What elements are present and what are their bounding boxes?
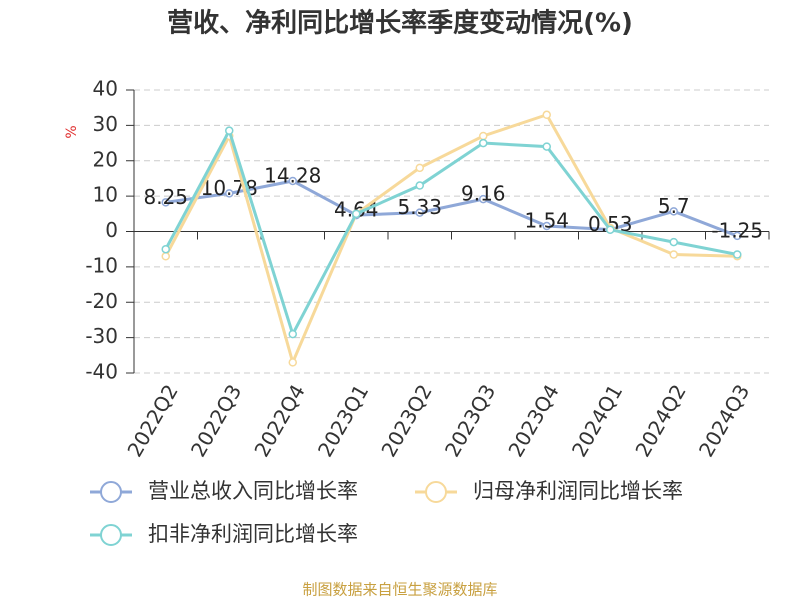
- data-point: [288, 358, 297, 367]
- data-point: [479, 194, 488, 204]
- legend-label: 归母净利润同比增长率: [473, 479, 683, 503]
- data-point: [161, 252, 170, 261]
- source-note: 制图数据来自恒生聚源数据库: [302, 581, 497, 599]
- y-tick-label: 30: [93, 112, 118, 136]
- data-point: [669, 250, 678, 259]
- y-tick-label: -10: [85, 253, 118, 277]
- data-label: 5.7: [658, 194, 690, 218]
- y-tick-label: 20: [93, 147, 118, 171]
- data-label: 9.16: [461, 182, 506, 206]
- data-point: [479, 131, 488, 141]
- x-tick-label: 2023Q2: [376, 380, 436, 461]
- data-point: [225, 126, 234, 135]
- x-tick-label: 2022Q3: [186, 380, 246, 461]
- data-point: [225, 189, 234, 198]
- x-tick-label: 2023Q1: [313, 380, 373, 461]
- data-point: [352, 209, 361, 219]
- y-tick-label: 40: [93, 77, 118, 101]
- data-point: [288, 329, 297, 339]
- data-point: [415, 163, 424, 173]
- data-point: [415, 181, 424, 190]
- data-point: [479, 138, 488, 148]
- chart-title: 营收、净利同比增长率季度变动情况(%): [167, 8, 633, 39]
- data-point: [288, 176, 297, 186]
- x-tick-label: 2023Q4: [503, 380, 563, 461]
- legend-label: 营业总收入同比增长率: [148, 479, 358, 503]
- data-point: [542, 110, 551, 120]
- x-tick-label: 2022Q2: [122, 380, 182, 461]
- legend-icon: [100, 481, 122, 503]
- data-point: [733, 250, 742, 259]
- series-line: [164, 112, 738, 367]
- x-tick-label: 2024Q2: [630, 380, 690, 461]
- x-tick-label: 2024Q1: [567, 380, 627, 461]
- series-line: [165, 179, 738, 238]
- data-point: [669, 207, 678, 216]
- data-point: [733, 231, 742, 241]
- legend-icon: [100, 524, 122, 546]
- data-point: [606, 225, 615, 234]
- data-point: [161, 244, 170, 254]
- x-tick-label: 2023Q3: [440, 380, 500, 461]
- data-label: 8.25: [143, 185, 188, 209]
- data-label: 5.33: [397, 195, 442, 219]
- data-point: [161, 198, 170, 207]
- y-tick-label: -40: [85, 360, 118, 384]
- data-label: -1.25: [711, 218, 763, 242]
- y-tick-label: -30: [85, 324, 118, 348]
- series-line: [164, 126, 738, 338]
- y-tick-label: 10: [93, 183, 118, 207]
- x-tick-label: 2024Q3: [694, 380, 754, 461]
- data-label: 14.28: [264, 163, 321, 187]
- data-point: [542, 221, 551, 231]
- data-point: [415, 208, 424, 217]
- y-axis-label: %: [64, 125, 80, 138]
- data-point: [542, 142, 551, 151]
- legend-label: 扣非净利润同比增长率: [148, 522, 358, 546]
- y-tick-label: 0: [105, 218, 118, 242]
- y-tick-label: -20: [85, 289, 118, 313]
- data-label: 1.54: [524, 209, 569, 233]
- x-tick-label: 2022Q4: [249, 380, 309, 461]
- legend-icon: [425, 481, 447, 503]
- data-point: [669, 237, 678, 247]
